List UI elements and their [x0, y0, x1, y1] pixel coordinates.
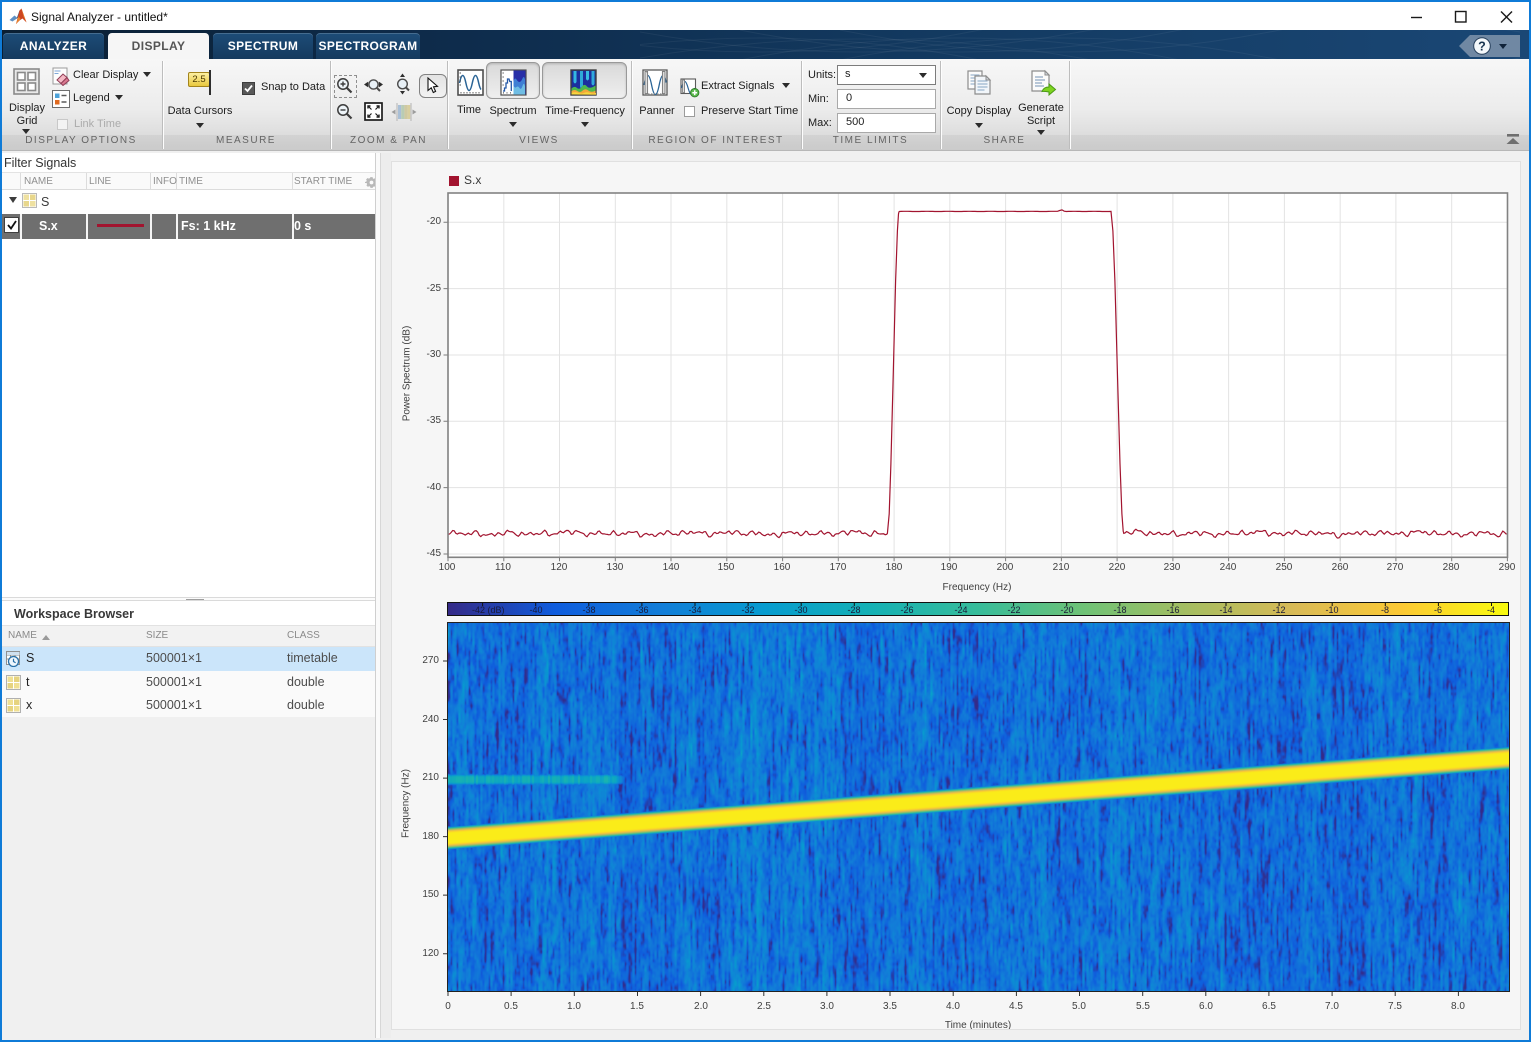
svg-text:?: ? — [1478, 40, 1486, 54]
